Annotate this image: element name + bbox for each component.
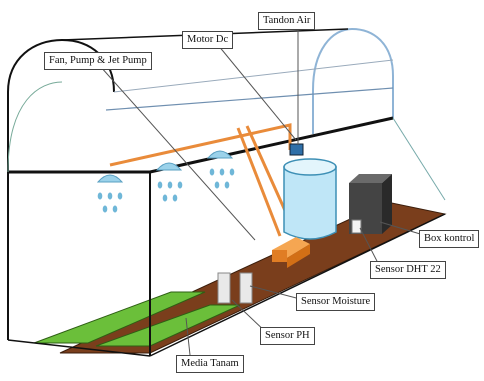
label-tandon-air: Tandon Air [258, 12, 316, 30]
leader-lines [99, 28, 428, 356]
control-box [349, 174, 392, 234]
sprinkler-heads [96, 150, 234, 183]
dht-sensor [351, 219, 362, 234]
water-tank [283, 158, 337, 240]
label-motor-dc: Motor Dc [182, 31, 234, 49]
media-tanam-strip-1 [33, 291, 206, 344]
label-box-kontrol: Box kontrol [419, 230, 480, 248]
pump-box [272, 237, 310, 268]
greenhouse-back-arch [312, 27, 394, 134]
label-fan-pump-jet-pump: Fan, Pump & Jet Pump [44, 52, 152, 70]
media-tanam-strip-2 [95, 304, 241, 347]
greenhouse-frame [7, 28, 446, 357]
label-media-tanam: Media Tanam [176, 355, 244, 373]
water-droplets [97, 168, 235, 213]
label-sensor-moisture: Sensor Moisture [296, 293, 376, 311]
motor-dc [289, 143, 304, 156]
soil-sensors [217, 272, 253, 304]
label-sensor-dht-22: Sensor DHT 22 [370, 261, 446, 279]
label-sensor-ph: Sensor PH [260, 327, 315, 345]
pump-pipe [109, 123, 298, 237]
